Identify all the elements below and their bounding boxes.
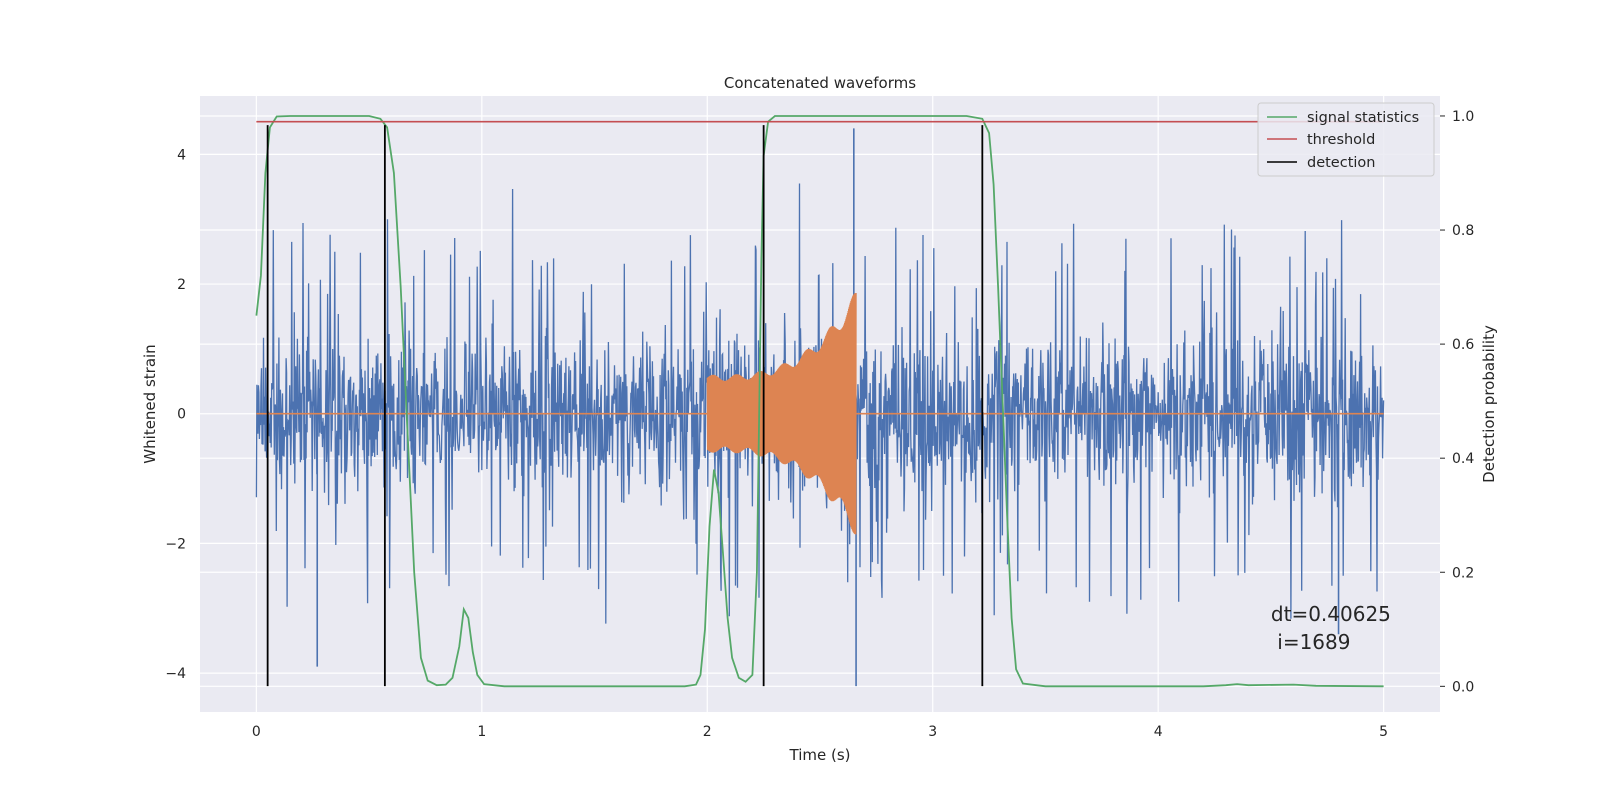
chart-title: Concatenated waveforms (724, 74, 916, 92)
y-right-tick-label: 0.2 (1452, 565, 1474, 581)
annotation-i: i=1689 (1271, 630, 1351, 654)
y-right-tick-label: 1.0 (1452, 109, 1474, 125)
signal-statistics-line (255, 115, 1384, 688)
y-right-tick-label: 0.4 (1452, 451, 1474, 467)
x-tick-label: 0 (252, 724, 261, 740)
y-tick-label: 0 (177, 407, 186, 423)
y-tick-label: −2 (165, 536, 186, 552)
legend-label-threshold: threshold (1307, 132, 1375, 148)
x-tick-label: 4 (1154, 724, 1163, 740)
legend-label-detection: detection (1307, 155, 1375, 171)
y-right-tick-label: 0.8 (1452, 223, 1474, 239)
x-axis-label: Time (s) (789, 746, 851, 764)
y-axis-label-right: Detection probability (1480, 325, 1498, 483)
x-tick-label: 1 (477, 724, 486, 740)
x-tick-label: 3 (928, 724, 937, 740)
y-tick-label: 2 (177, 277, 186, 293)
y-tick-label: 4 (177, 147, 186, 163)
series-layer (255, 115, 1385, 688)
legend-label-signal-statistics: signal statistics (1307, 110, 1419, 126)
series-clip-group (255, 115, 1385, 688)
legend-box (1257, 102, 1435, 177)
y-tick-label: −4 (165, 666, 186, 682)
chirp-series-line (706, 292, 857, 535)
ticks: 0 1 2 3 4 5 −4 −2 0 2 4 0.0 0.2 0.4 0.6 0.8 1.0 (165, 109, 1474, 740)
y-axis-label: Whitened strain (141, 344, 159, 463)
legend: signal statistics threshold detection (1257, 102, 1435, 177)
y-right-tick-label: 0.6 (1452, 337, 1474, 353)
grid (200, 96, 1440, 712)
y-right-tick-label: 0.0 (1452, 679, 1474, 695)
x-tick-label: 2 (703, 724, 712, 740)
annotation-dt: dt=0.40625 (1271, 602, 1391, 626)
x-tick-label: 5 (1379, 724, 1388, 740)
